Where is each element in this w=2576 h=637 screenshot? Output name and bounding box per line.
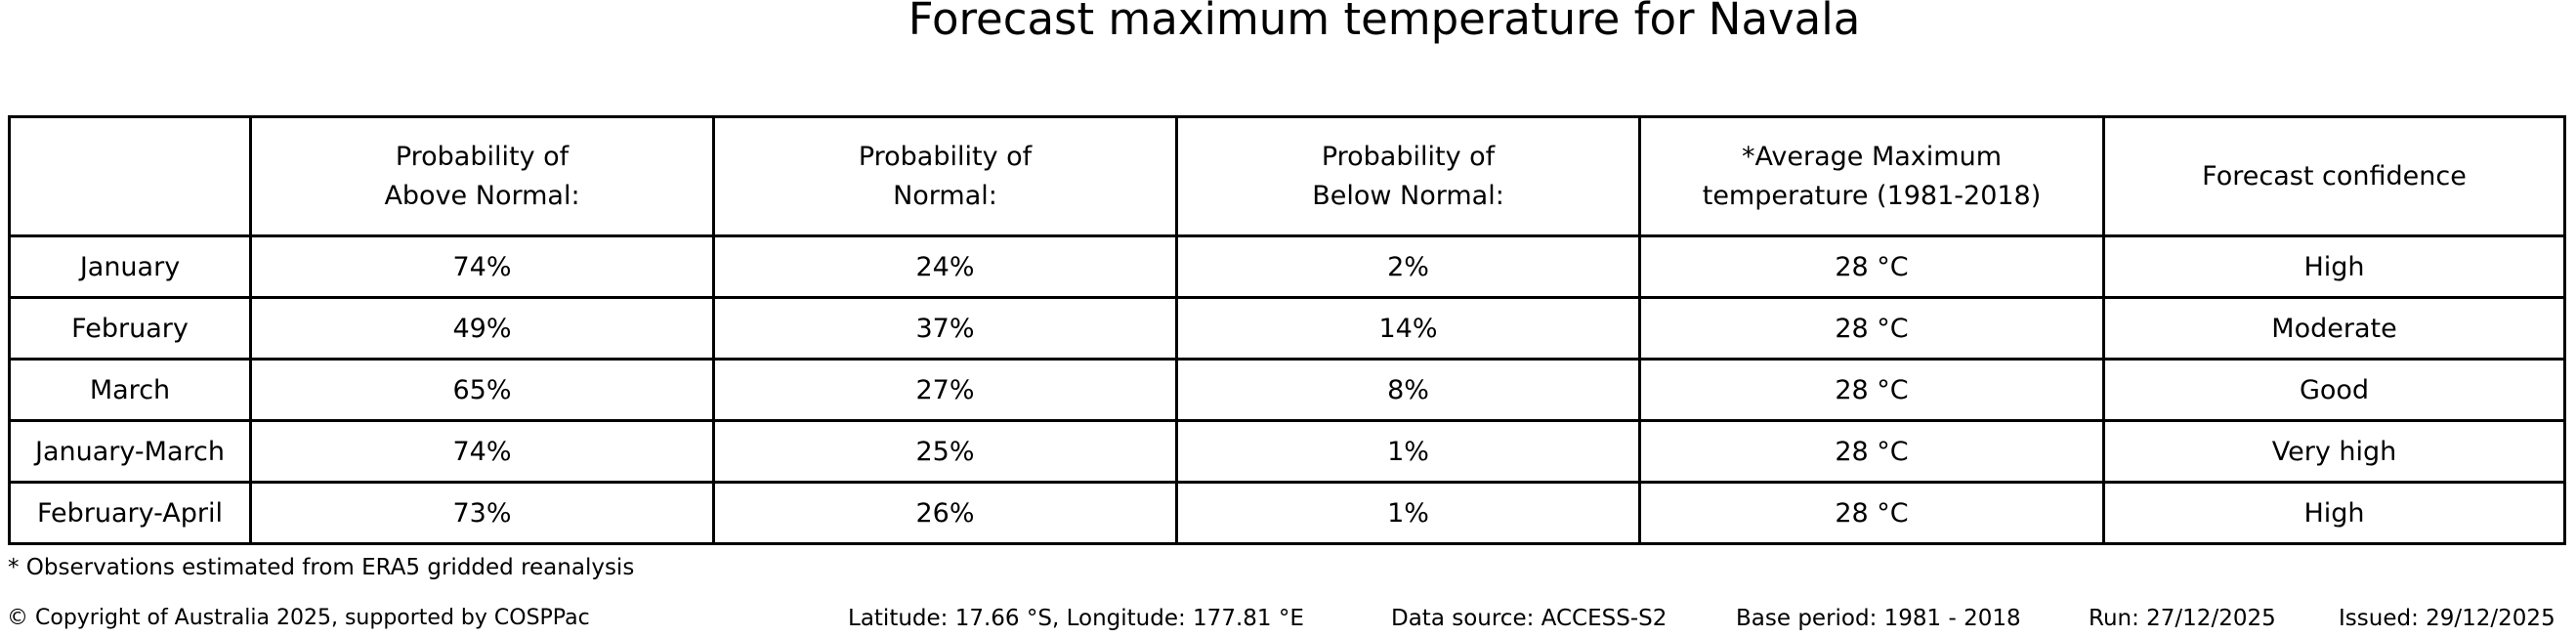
cell-confidence: High: [2102, 234, 2566, 299]
cell-above-normal: 49%: [249, 296, 715, 361]
col-header-avg-max-temp: *Average Maximum temperature (1981-2018): [1638, 115, 2105, 237]
cell-above-normal: 74%: [249, 234, 715, 299]
corner-cell: [8, 115, 252, 237]
col-header-above-normal: Probability of Above Normal:: [249, 115, 715, 237]
cell-below-normal: 2%: [1175, 234, 1641, 299]
copyright-text: © Copyright of Australia 2025, supported…: [7, 606, 590, 630]
table-row: February-April 73% 26% 1% 28 °C High: [8, 481, 2566, 545]
cell-normal: 25%: [712, 419, 1178, 484]
row-label: January: [8, 234, 252, 299]
cell-avg-max-temp: 28 °C: [1638, 234, 2105, 299]
row-label: February-April: [8, 481, 252, 545]
cell-confidence: Good: [2102, 358, 2566, 422]
page-title: Forecast maximum temperature for Navala: [908, 0, 1861, 45]
location-text: Latitude: 17.66 °S, Longitude: 177.81 °E: [848, 606, 1304, 631]
cell-avg-max-temp: 28 °C: [1638, 419, 2105, 484]
cell-above-normal: 65%: [249, 358, 715, 422]
cell-below-normal: 1%: [1175, 419, 1641, 484]
cell-avg-max-temp: 28 °C: [1638, 481, 2105, 545]
row-label: February: [8, 296, 252, 361]
cell-above-normal: 73%: [249, 481, 715, 545]
cell-normal: 27%: [712, 358, 1178, 422]
cell-avg-max-temp: 28 °C: [1638, 358, 2105, 422]
cell-normal: 24%: [712, 234, 1178, 299]
col-header-below-normal: Probability of Below Normal:: [1175, 115, 1641, 237]
table-row: March 65% 27% 8% 28 °C Good: [8, 358, 2566, 422]
cell-confidence: Moderate: [2102, 296, 2566, 361]
cell-confidence: High: [2102, 481, 2566, 545]
col-header-normal: Probability of Normal:: [712, 115, 1178, 237]
row-label: January-March: [8, 419, 252, 484]
table-header-row: Probability of Above Normal: Probability…: [8, 115, 2566, 237]
cell-below-normal: 1%: [1175, 481, 1641, 545]
table-row: January 74% 24% 2% 28 °C High: [8, 234, 2566, 299]
cell-below-normal: 14%: [1175, 296, 1641, 361]
col-header-forecast-confidence: Forecast confidence: [2102, 115, 2566, 237]
table-row: February 49% 37% 14% 28 °C Moderate: [8, 296, 2566, 361]
cell-below-normal: 8%: [1175, 358, 1641, 422]
cell-avg-max-temp: 28 °C: [1638, 296, 2105, 361]
table-row: January-March 74% 25% 1% 28 °C Very high: [8, 419, 2566, 484]
cell-confidence: Very high: [2102, 419, 2566, 484]
base-period-text: Base period: 1981 - 2018: [1736, 606, 2021, 631]
forecast-table: Probability of Above Normal: Probability…: [8, 115, 2566, 545]
data-source-text: Data source: ACCESS-S2: [1391, 606, 1668, 631]
observations-footnote: * Observations estimated from ERA5 gridd…: [8, 555, 635, 580]
issued-date-text: Issued: 29/12/2025: [2339, 606, 2555, 631]
cell-normal: 37%: [712, 296, 1178, 361]
run-date-text: Run: 27/12/2025: [2089, 606, 2276, 631]
cell-normal: 26%: [712, 481, 1178, 545]
row-label: March: [8, 358, 252, 422]
cell-above-normal: 74%: [249, 419, 715, 484]
